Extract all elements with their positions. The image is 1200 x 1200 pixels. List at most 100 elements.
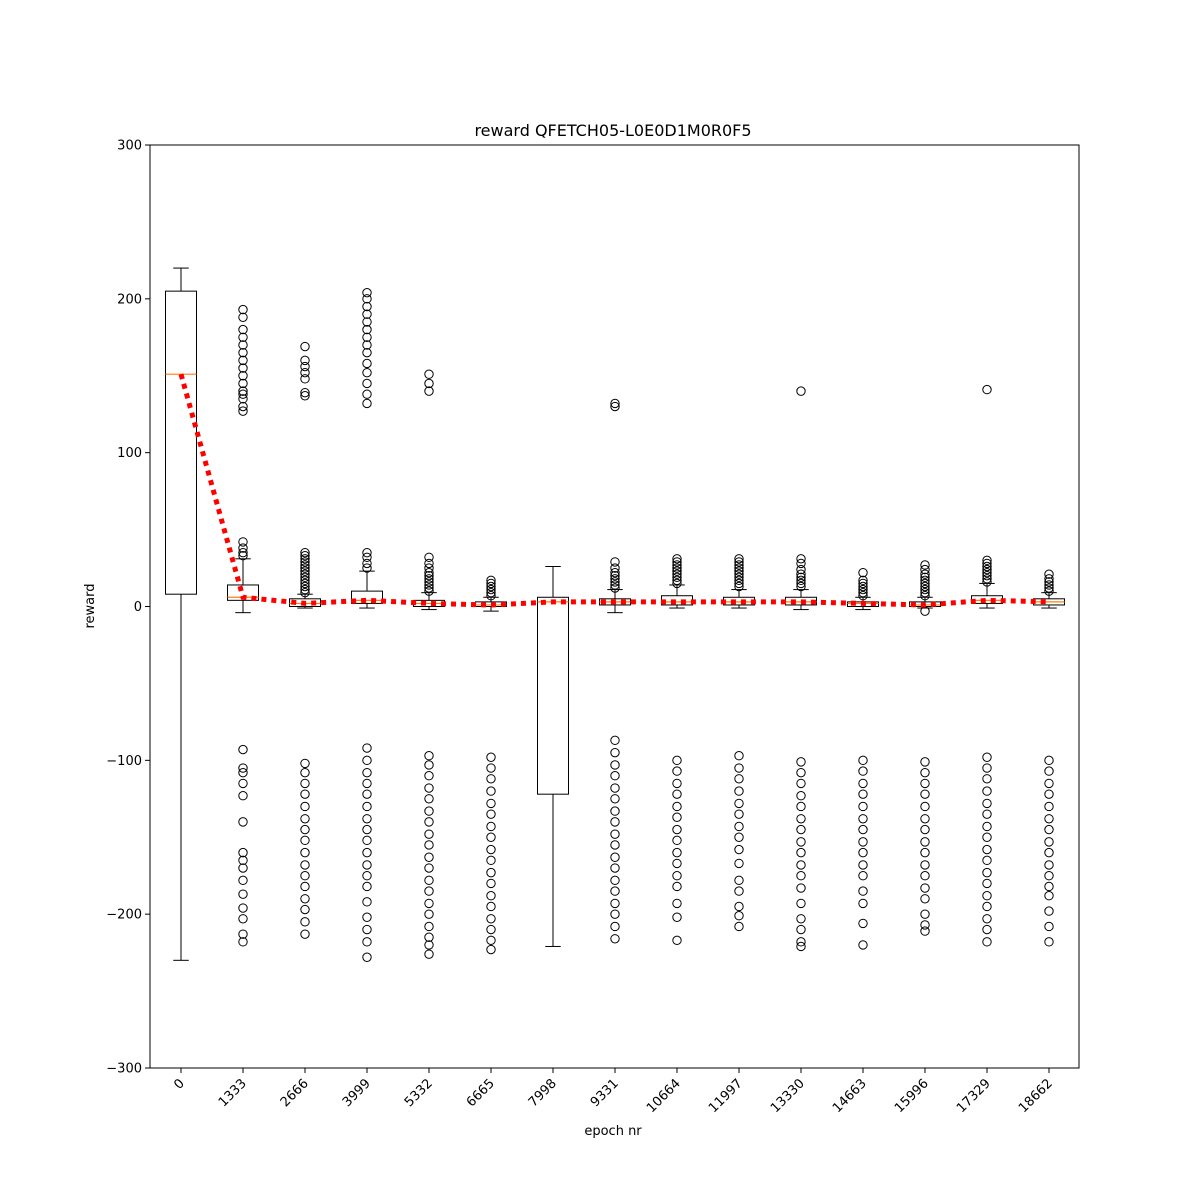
outlier-point <box>300 557 310 567</box>
outlier-point <box>920 778 930 789</box>
outlier-point <box>734 774 744 784</box>
outlier-point <box>238 340 248 350</box>
outlier-point <box>362 332 372 342</box>
outlier-point <box>238 537 248 547</box>
outlier-point <box>424 852 434 862</box>
x-axis-label: epoch nr <box>584 1124 642 1139</box>
outlier-point <box>610 401 620 412</box>
outlier-point <box>486 901 496 912</box>
outlier-point <box>362 389 372 399</box>
outlier-point <box>362 358 372 369</box>
outlier-point <box>300 904 310 915</box>
outlier-point <box>610 557 620 567</box>
box-body <box>537 596 569 795</box>
outlier-point <box>424 378 434 389</box>
outlier-point <box>672 566 682 576</box>
outlier-point <box>424 940 434 950</box>
outlier-point <box>1044 881 1054 892</box>
outlier-point <box>796 801 806 812</box>
outlier-point <box>300 572 310 582</box>
outlier-point <box>610 875 620 886</box>
outlier-point <box>238 863 248 873</box>
outlier-point <box>734 858 744 869</box>
outlier-point <box>238 332 248 342</box>
outlier-point <box>362 294 372 304</box>
outlier-point <box>610 817 620 827</box>
outlier-point <box>982 558 992 569</box>
outlier-point <box>300 551 310 561</box>
outlier-point <box>424 949 434 959</box>
outlier-point <box>238 378 248 389</box>
outlier-point <box>486 581 496 592</box>
outlier-point <box>734 554 744 564</box>
outlier-point <box>300 554 310 564</box>
outlier-point <box>796 554 806 564</box>
outlier-point <box>982 577 992 587</box>
outlier-point <box>796 937 806 947</box>
outlier-point <box>858 755 868 766</box>
outlier-point <box>734 572 744 582</box>
outlier-point <box>734 832 744 842</box>
outlier-point <box>424 386 434 396</box>
outlier-point <box>424 567 434 578</box>
outlier-point <box>1044 906 1054 916</box>
outlier-point <box>610 574 620 584</box>
outlier-point <box>424 563 434 573</box>
outlier-point <box>238 889 248 899</box>
outlier-point <box>238 324 248 335</box>
outlier-point <box>982 571 992 581</box>
box-5332: 5332 <box>402 369 445 1110</box>
outlier-point <box>362 847 372 858</box>
outlier-point <box>858 581 868 592</box>
outlier-point <box>1044 937 1054 947</box>
outlier-point <box>734 911 744 921</box>
outlier-point <box>300 387 310 398</box>
outlier-point <box>672 563 682 573</box>
outlier-point <box>424 586 434 596</box>
outlier-point <box>796 581 806 592</box>
outlier-point <box>610 398 620 409</box>
outlier-point <box>238 778 248 789</box>
outlier-point <box>424 760 434 770</box>
outlier-point <box>424 552 434 562</box>
outlier-point <box>424 829 434 839</box>
outlier-point <box>238 937 248 947</box>
outlier-point <box>858 847 868 858</box>
outlier-point <box>672 871 682 881</box>
outlier-point <box>424 875 434 886</box>
outlier-point <box>486 878 496 889</box>
outlier-point <box>858 789 868 799</box>
outlier-point <box>796 814 806 824</box>
outlier-point <box>424 771 434 781</box>
outlier-point <box>796 860 806 870</box>
outlier-point <box>734 751 744 761</box>
axes-frame <box>149 144 1080 1069</box>
outlier-point <box>920 560 930 570</box>
outlier-point <box>362 814 372 824</box>
outlier-point <box>362 743 372 753</box>
outlier-point <box>858 886 868 896</box>
outlier-point <box>982 924 992 935</box>
outlier-point <box>672 569 682 579</box>
outlier-point <box>734 563 744 573</box>
outlier-point <box>238 371 248 381</box>
outlier-point <box>424 571 434 581</box>
outlier-point <box>672 835 682 846</box>
outlier-point <box>858 567 868 578</box>
outlier-point <box>920 584 930 595</box>
outlier-point <box>796 578 806 589</box>
outlier-point <box>672 557 682 567</box>
outlier-point <box>982 809 992 819</box>
outlier-point <box>610 735 620 746</box>
outlier-point <box>920 837 930 847</box>
outlier-point <box>672 801 682 812</box>
outlier-point <box>1044 814 1054 824</box>
outlier-point <box>238 875 248 886</box>
y-tick-label: 100 <box>117 446 142 461</box>
outlier-point <box>300 587 310 598</box>
outlier-point <box>362 755 372 766</box>
outlier-point <box>734 581 744 592</box>
outlier-point <box>300 789 310 799</box>
outlier-point <box>486 575 496 586</box>
outlier-point <box>362 398 372 409</box>
